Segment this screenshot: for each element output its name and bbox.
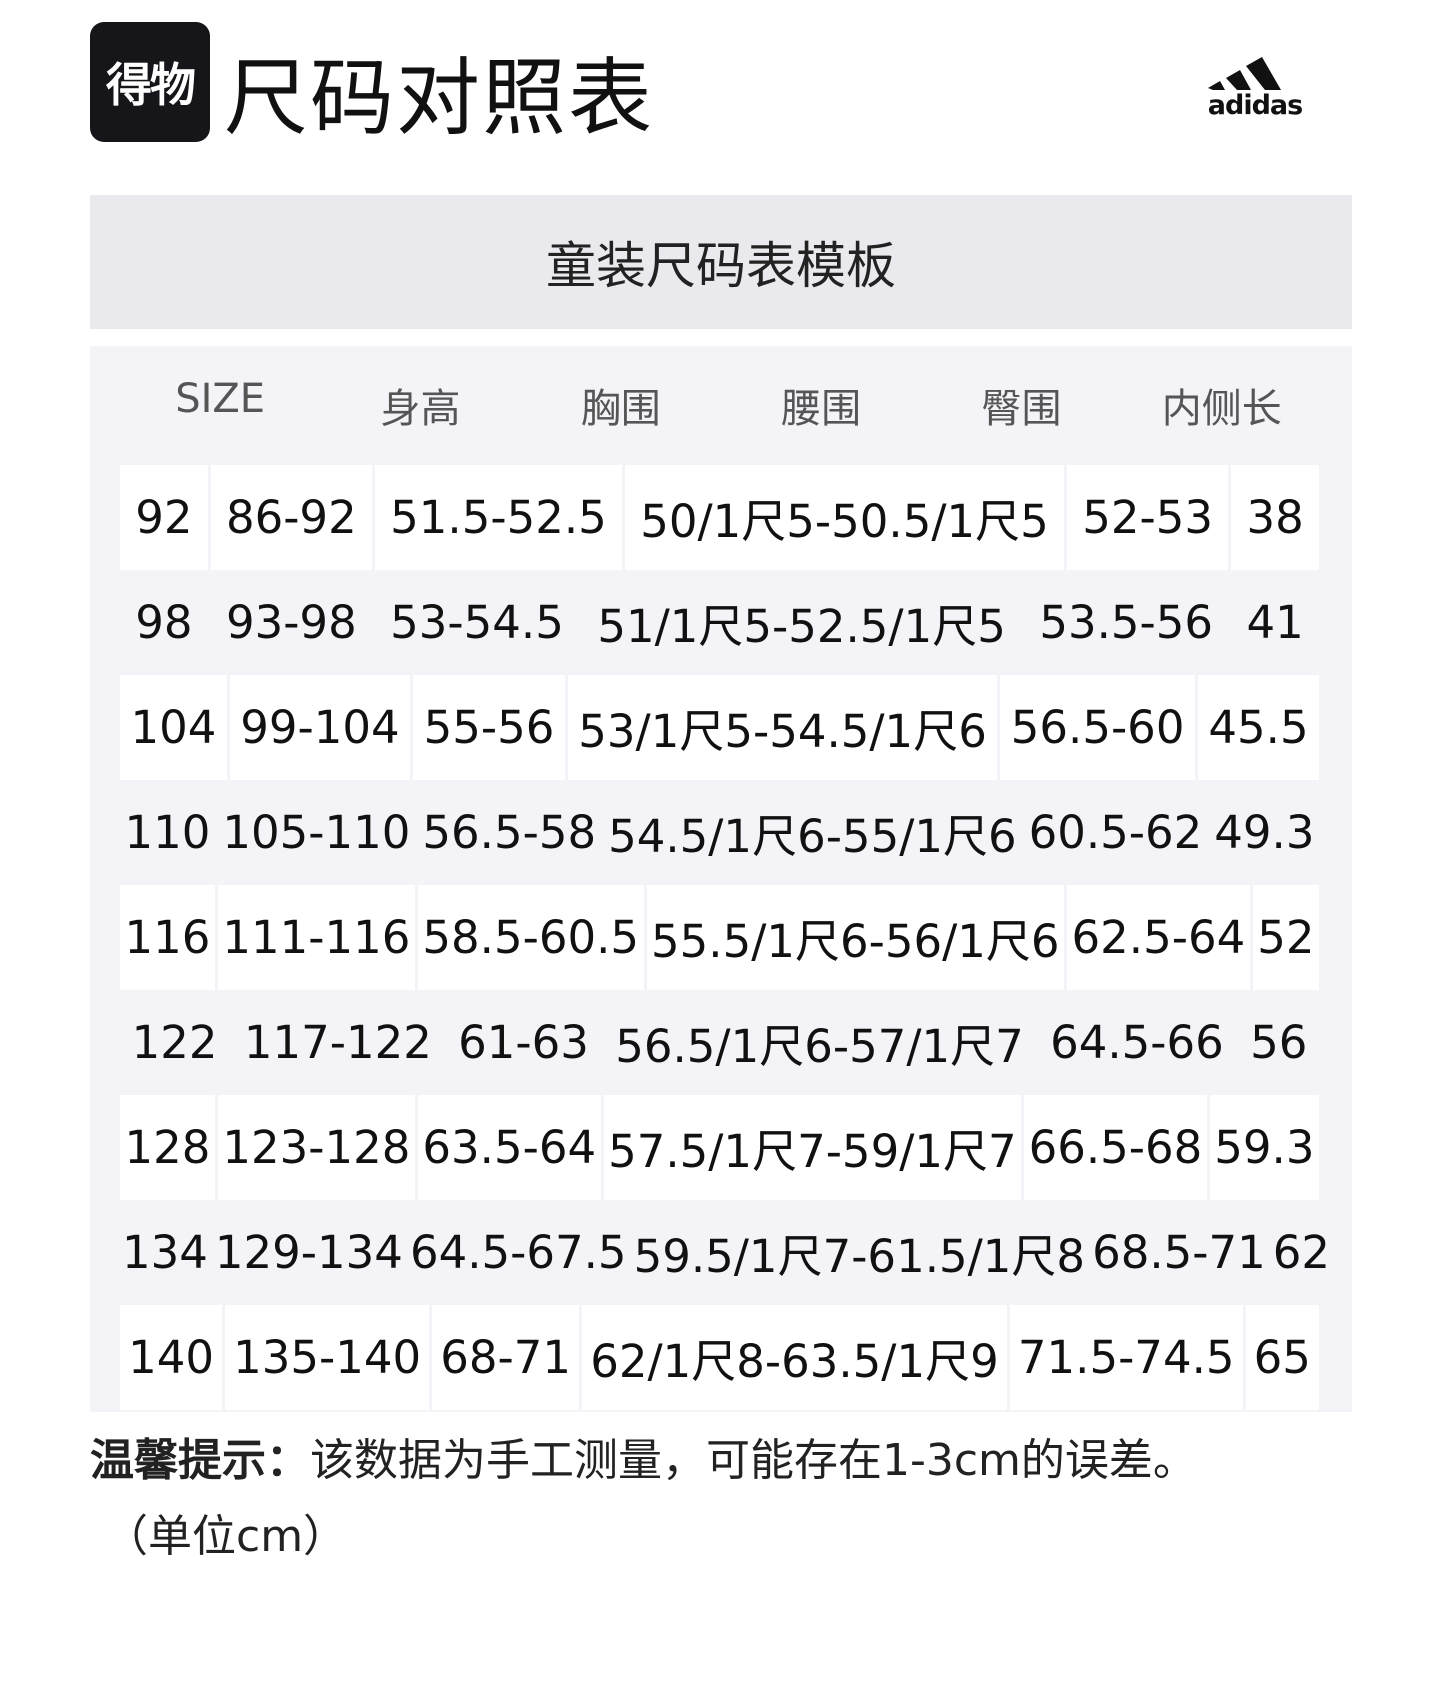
table-row: 116 111-116 58.5-60.5 55.5/1尺6-56/1尺6 62.5-6… [120,885,1319,990]
table-cell: 140 [120,1305,223,1410]
dewu-logo: 得物 [90,22,210,142]
table-cell: 93-98 [225,596,357,649]
table-cell: 57.5/1尺7-59/1尺7 [603,1095,1022,1200]
unit-note: （单位cm） [104,1511,348,1562]
table-cell: 45.5 [1197,675,1320,780]
table-cell: 38 [1231,465,1319,570]
column-header: 内侧长 [1161,386,1282,432]
table-cell: 122 [131,1016,218,1069]
table-row: 92 86-92 51.5-52.5 50/1尺5-50.5/1尺5 52-53 38 [120,465,1319,570]
table-cell: 86-92 [210,465,372,570]
table-row: 104 99-104 55-56 53/1尺5-54.5/1尺6 56.5-60 45.5 [120,675,1320,780]
table-row: 98 93-98 53-54.5 51/1尺5-52.5/1尺5 53.5-56 41 [120,570,1319,675]
page-title: 尺码对照表 [224,49,655,147]
table-cell: 60.5-62 [1028,806,1203,859]
table-cell: 56 [1250,1016,1308,1069]
table-cell: 111-116 [217,885,415,990]
table-cell: 64.5-66 [1050,1016,1224,1069]
table-cell: 66.5-68 [1024,1095,1207,1200]
table-cell: 53-54.5 [390,596,564,649]
size-table: SIZE 身高 胸围 腰围 臀围 内侧长 92 86-92 51.5-52.5 50/… [90,346,1352,1412]
table-cell: 105-110 [222,806,411,859]
table-cell: 62.5-64 [1067,885,1250,990]
dewu-logo-text: 得物 [106,58,196,112]
tip-note: 温馨提示：该数据为手工测量，可能存在1-3cm的误差。 [90,1432,1197,1490]
table-cell: 53/1尺5-54.5/1尺6 [567,675,998,780]
table-cell: 51/1尺5-52.5/1尺5 [597,600,1006,653]
table-cell: 50/1尺5-50.5/1尺5 [625,465,1065,570]
table-row: 140 135-140 68-71 62/1尺8-63.5/1尺9 71.5-74.5 6… [120,1305,1319,1410]
table-cell: 68.5-71 [1092,1226,1266,1279]
table-cell: 63.5-64 [417,1095,601,1200]
table-cell: 117-122 [243,1016,432,1069]
table-header: SIZE 身高 胸围 腰围 臀围 内侧长 [120,376,1322,432]
table-cell: 55-56 [413,675,565,780]
svg-text:adidas: adidas [1208,90,1302,120]
table-cell: 55.5/1尺6-56/1尺6 [646,885,1065,990]
table-cell: 53.5-56 [1039,596,1214,649]
table-caption: 童装尺码表模板 [90,195,1352,329]
table-cell: 123-128 [217,1095,415,1200]
table-cell: 54.5/1尺6-55/1尺6 [608,810,1017,863]
table-cell: 64.5-67.5 [409,1226,627,1279]
table-cell: 110 [124,806,211,859]
table-cell: 135-140 [225,1305,430,1410]
table-cell: 99-104 [229,675,411,780]
table-cell: 49.3 [1214,806,1315,859]
tip-text: 该数据为手工测量，可能存在1-3cm的误差。 [310,1435,1197,1486]
table-cell: 68-71 [432,1305,580,1410]
table-cell: 58.5-60.5 [417,885,644,990]
column-header: 身高 [380,386,461,432]
column-header: 胸围 [580,386,661,432]
table-row: 110 105-110 56.5-58 54.5/1尺6-55/1尺6 60.5-62 4… [120,780,1319,885]
table-cell: 65 [1245,1305,1319,1410]
table-cell: 62/1尺8-63.5/1尺9 [582,1305,1007,1410]
column-header: SIZE [175,376,266,422]
table-cell: 56.5-58 [422,806,597,859]
column-header: 腰围 [781,386,862,432]
table-cell: 59.3 [1209,1095,1319,1200]
column-header: 臀围 [981,386,1062,432]
table-cell: 98 [135,596,193,649]
table-row: 134 129-134 64.5-67.5 59.5/1尺7-61.5/1尺8 68.5… [120,1200,1330,1305]
table-cell: 51.5-52.5 [374,465,623,570]
table-cell: 52 [1252,885,1319,990]
table-cell: 61-63 [458,1016,589,1069]
table-cell: 52-53 [1067,465,1229,570]
table-cell: 134 [122,1226,208,1279]
table-cell: 116 [120,885,215,990]
table-cell: 128 [120,1095,215,1200]
table-cell: 62 [1272,1226,1331,1279]
table-cell: 59.5/1尺7-61.5/1尺8 [633,1230,1086,1283]
table-cell: 71.5-74.5 [1009,1305,1243,1410]
table-cell: 41 [1246,596,1304,649]
table-row: 122 117-122 61-63 56.5/1尺6-57/1尺7 64.5-66 56 [120,990,1319,1095]
table-cell: 56.5/1尺6-57/1尺7 [615,1020,1024,1073]
table-body: 92 86-92 51.5-52.5 50/1尺5-50.5/1尺5 52-53 38 98… [120,465,1330,1410]
table-cell: 104 [120,675,227,780]
adidas-logo: adidas [1208,57,1303,120]
tip-label: 温馨提示： [90,1435,310,1486]
table-row: 128 123-128 63.5-64 57.5/1尺7-59/1尺7 66.5-68 5… [120,1095,1319,1200]
table-cell: 56.5-60 [1000,675,1195,780]
table-cell: 92 [120,465,208,570]
table-cell: 129-134 [214,1226,403,1279]
